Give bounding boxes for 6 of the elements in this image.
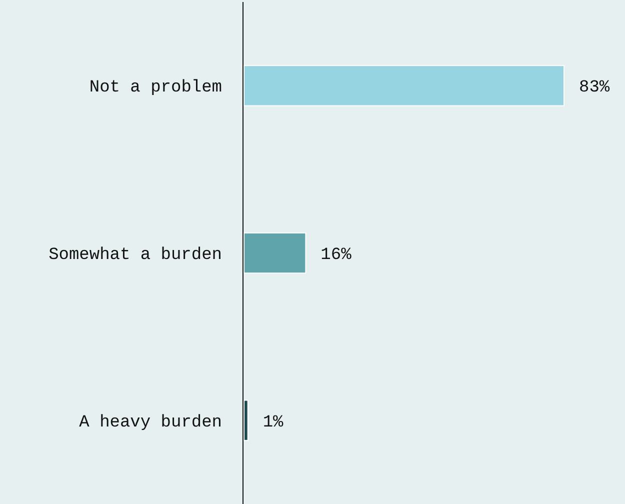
data-label: 1% bbox=[262, 413, 284, 432]
y-tick-label: Somewhat a burden bbox=[48, 246, 222, 265]
data-label: 16% bbox=[320, 246, 352, 265]
data-label: 83% bbox=[579, 78, 610, 98]
y-tick-label: A heavy burden bbox=[79, 413, 222, 432]
y-tick-label: Not a problem bbox=[89, 78, 222, 98]
